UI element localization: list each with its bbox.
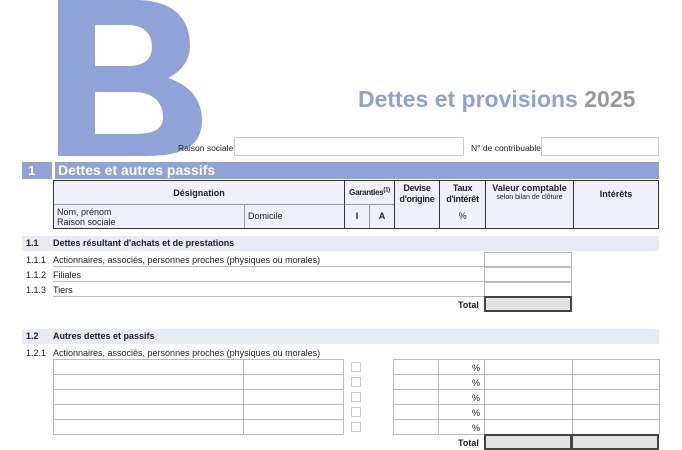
valeur-sub: selon bilan de clôture bbox=[496, 194, 563, 201]
garantie-checkbox[interactable] bbox=[351, 422, 361, 432]
devise-input[interactable] bbox=[393, 389, 439, 405]
garanties-label: Garanties bbox=[349, 188, 384, 197]
domicile-input[interactable] bbox=[243, 404, 344, 420]
valeur-label: Valeur comptable bbox=[492, 183, 567, 193]
s12-number: 1.2 bbox=[26, 331, 39, 341]
row-divider bbox=[53, 296, 484, 297]
valeur-input[interactable] bbox=[484, 374, 573, 390]
interets-input[interactable] bbox=[572, 419, 660, 435]
devise-input[interactable] bbox=[393, 359, 439, 375]
row-label: Tiers bbox=[53, 285, 73, 295]
taux-input[interactable]: % bbox=[438, 374, 485, 390]
percent-sign: % bbox=[471, 423, 480, 433]
devise-input[interactable] bbox=[393, 419, 439, 435]
total-1-1-field[interactable] bbox=[484, 296, 572, 312]
year: 2025 bbox=[584, 86, 636, 112]
taux-pct: % bbox=[458, 211, 467, 221]
row-label: Filiales bbox=[53, 270, 82, 280]
page-title: Dettes et provisions 2025 bbox=[358, 86, 635, 113]
name-input[interactable] bbox=[53, 419, 244, 435]
taux-label: Taux d'intérêt bbox=[446, 183, 479, 204]
raison-sociale-input[interactable] bbox=[234, 137, 464, 156]
garantie-a-header: A bbox=[369, 205, 394, 228]
row-num: 1.1.3 bbox=[26, 285, 47, 295]
taux-input[interactable]: % bbox=[438, 404, 485, 420]
logo-letter-shape bbox=[58, 0, 202, 156]
garantie-checkbox[interactable] bbox=[351, 377, 361, 387]
designation-header: Désignation bbox=[54, 181, 344, 205]
percent-sign: % bbox=[471, 378, 480, 388]
valeur-1-1-2-input[interactable] bbox=[484, 267, 572, 282]
s12-title: Autres dettes et passifs bbox=[53, 331, 155, 341]
devise-input[interactable] bbox=[393, 374, 439, 390]
title-text: Dettes et provisions bbox=[358, 86, 578, 112]
interets-input[interactable] bbox=[572, 374, 660, 390]
valeur-input[interactable] bbox=[484, 419, 573, 435]
percent-sign: % bbox=[471, 393, 480, 403]
name-input[interactable] bbox=[53, 389, 244, 405]
valeur-header: Valeur comptable selon bilan de clôture bbox=[485, 181, 573, 228]
total-label-1-2: Total bbox=[458, 438, 479, 448]
garanties-header: Garanties(1) bbox=[344, 181, 394, 205]
s11-title: Dettes résultant d'achats et de prestati… bbox=[53, 238, 235, 248]
section-title: Dettes et autres passifs bbox=[55, 162, 659, 179]
raison-sociale-label: Raison sociale bbox=[178, 143, 234, 153]
taux-header: Taux d'intérêt% bbox=[439, 181, 485, 228]
devise-header: Devise d'origine bbox=[394, 181, 439, 228]
section-number: 1 bbox=[22, 162, 52, 179]
garantie-i-header: I bbox=[344, 205, 369, 228]
row-num: 1.1.2 bbox=[26, 270, 47, 280]
interets-input[interactable] bbox=[572, 389, 660, 405]
name-input[interactable] bbox=[53, 374, 244, 390]
logo-letter-b bbox=[58, 0, 202, 156]
interets-header: Intérêts bbox=[573, 181, 658, 228]
row-num: 1.2.1 bbox=[26, 348, 47, 358]
contribuable-label: N° de contribuable bbox=[471, 143, 542, 153]
domicile-input[interactable] bbox=[243, 374, 344, 390]
domicile-input[interactable] bbox=[243, 389, 344, 405]
name-input[interactable] bbox=[53, 404, 244, 420]
raison-label: Raison sociale bbox=[57, 217, 116, 227]
interets-input[interactable] bbox=[572, 404, 660, 420]
row-divider bbox=[53, 281, 484, 282]
taux-input[interactable]: % bbox=[438, 389, 485, 405]
domicile-header: Domicile bbox=[244, 205, 344, 228]
valeur-input[interactable] bbox=[484, 359, 573, 375]
garantie-checkbox[interactable] bbox=[351, 392, 361, 402]
interets-input[interactable] bbox=[572, 359, 660, 375]
nom-header: Nom, prénom Raison sociale bbox=[54, 205, 244, 228]
taux-input[interactable]: % bbox=[438, 359, 485, 375]
valeur-input[interactable] bbox=[484, 389, 573, 405]
table-header: Désignation Nom, prénom Raison sociale Do… bbox=[53, 180, 659, 229]
garanties-note: (1) bbox=[383, 187, 390, 194]
total-label-1-1: Total bbox=[458, 300, 479, 310]
row-label: Actionnaires, associés, personnes proche… bbox=[53, 348, 321, 358]
percent-sign: % bbox=[471, 408, 480, 418]
devise-input[interactable] bbox=[393, 404, 439, 420]
contribuable-input[interactable] bbox=[541, 137, 659, 156]
valeur-1-1-1-input[interactable] bbox=[484, 252, 572, 267]
garantie-checkbox[interactable] bbox=[351, 407, 361, 417]
valeur-1-1-3-input[interactable] bbox=[484, 282, 572, 297]
domicile-input[interactable] bbox=[243, 419, 344, 435]
percent-sign: % bbox=[471, 363, 480, 373]
row-divider bbox=[53, 266, 484, 267]
garantie-checkbox[interactable] bbox=[351, 362, 361, 372]
valeur-input[interactable] bbox=[484, 404, 573, 420]
name-input[interactable] bbox=[53, 359, 244, 375]
domicile-input[interactable] bbox=[243, 359, 344, 375]
s11-number: 1.1 bbox=[26, 238, 39, 248]
nom-label: Nom, prénom bbox=[57, 207, 112, 217]
section-1-2: 1.2 Autres dettes et passifs bbox=[22, 329, 659, 344]
taux-input[interactable]: % bbox=[438, 419, 485, 435]
row-num: 1.1.1 bbox=[26, 255, 47, 265]
total-valeur-1-2-field[interactable] bbox=[484, 434, 572, 450]
section-1-1: 1.1 Dettes résultant d'achats et de prest… bbox=[22, 236, 659, 251]
row-label: Actionnaires, associés, personnes proche… bbox=[53, 255, 321, 265]
total-interets-1-2-field[interactable] bbox=[571, 434, 659, 450]
